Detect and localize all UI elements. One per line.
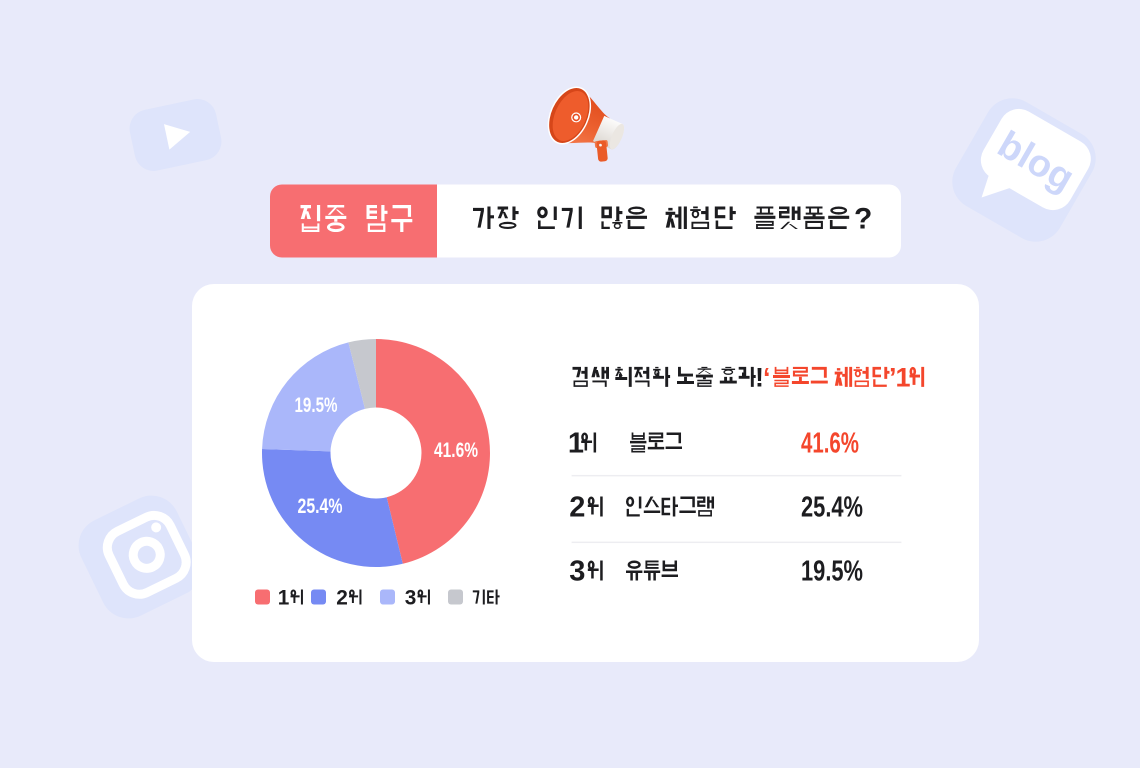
svg-text:?: ? bbox=[854, 203, 872, 236]
svg-text:2: 2 bbox=[336, 587, 348, 610]
svg-text:25.4%: 25.4% bbox=[298, 494, 343, 518]
svg-text:1: 1 bbox=[278, 587, 290, 610]
svg-text:41.6%: 41.6% bbox=[801, 428, 859, 460]
svg-text:19.5%: 19.5% bbox=[801, 556, 863, 588]
svg-text:‘: ‘ bbox=[763, 363, 771, 393]
svg-text:2: 2 bbox=[569, 492, 585, 524]
svg-text:25.4%: 25.4% bbox=[801, 492, 863, 524]
svg-text:1: 1 bbox=[895, 363, 910, 393]
svg-text:19.5%: 19.5% bbox=[295, 393, 338, 417]
svg-text:3: 3 bbox=[405, 587, 417, 610]
svg-text:41.6%: 41.6% bbox=[434, 438, 478, 462]
svg-text:3: 3 bbox=[569, 556, 585, 588]
svg-text:!: ! bbox=[755, 363, 764, 393]
svg-text:’: ’ bbox=[889, 363, 897, 393]
svg-text:1: 1 bbox=[568, 428, 584, 460]
